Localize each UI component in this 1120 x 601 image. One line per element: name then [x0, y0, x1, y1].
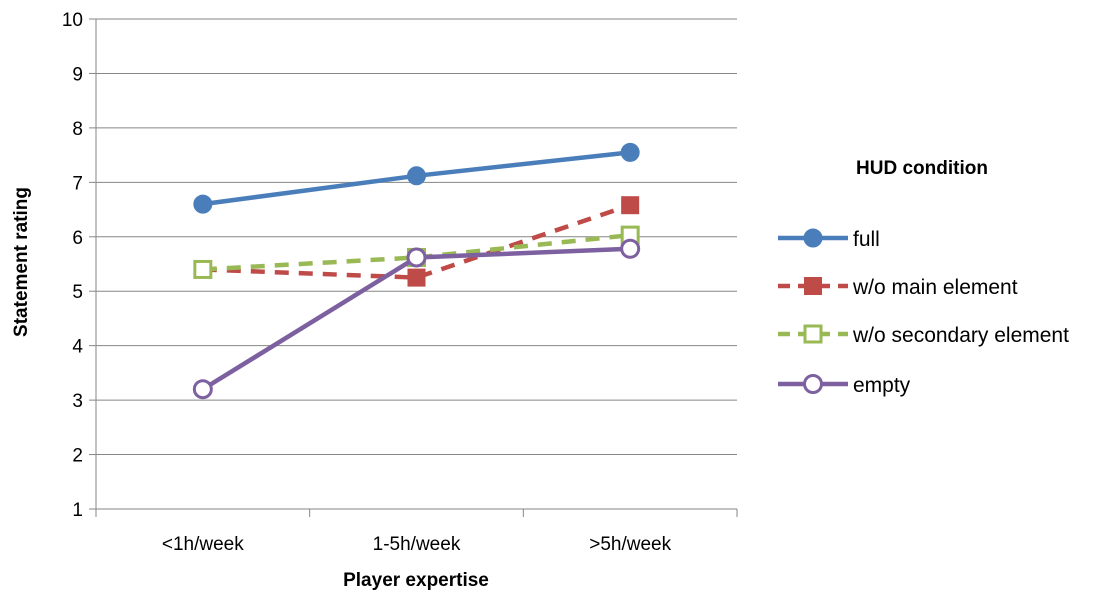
x-tick-label: <1h/week	[162, 534, 244, 555]
legend: HUD condition full w/o main element w/o se…	[778, 158, 1069, 397]
data-point	[193, 259, 213, 279]
legend-label: empty	[853, 374, 911, 397]
data-point	[406, 247, 427, 268]
series-3	[192, 238, 641, 400]
y-tick-label: 8	[72, 119, 83, 140]
y-tick-label: 6	[72, 228, 83, 249]
legend-swatch-marker	[803, 374, 823, 394]
data-point	[620, 238, 641, 259]
series-layer	[192, 142, 641, 400]
legend-label: full	[853, 228, 880, 251]
y-tick-label: 3	[72, 391, 83, 412]
data-point	[407, 166, 426, 186]
legend-item: empty	[778, 374, 911, 397]
legend-item: w/o secondary element	[778, 324, 1069, 347]
x-tick-labels: <1h/week 1-5h/week >5h/week	[162, 534, 672, 555]
series-0	[193, 142, 640, 214]
data-point	[193, 194, 213, 214]
legend-title: HUD condition	[856, 158, 988, 179]
x-axis-title: Player expertise	[343, 570, 489, 591]
y-tick-label: 1	[72, 500, 83, 521]
y-tick-label: 5	[72, 282, 83, 303]
y-axis-title: Statement rating	[11, 187, 32, 337]
legend-label: w/o secondary element	[852, 324, 1069, 347]
legend-swatch-marker	[803, 324, 823, 344]
gridlines	[96, 18, 737, 456]
y-tick-labels: 1 2 3 4 5 6 7 8 9 10	[62, 10, 84, 521]
y-tick-label: 10	[62, 10, 83, 31]
legend-item: w/o main element	[778, 276, 1018, 299]
y-tick-label: 4	[72, 337, 83, 358]
legend-label: w/o main element	[852, 276, 1018, 299]
legend-item: full	[778, 228, 880, 251]
legend-swatch-marker	[804, 277, 822, 295]
data-point	[407, 268, 426, 287]
axes	[89, 18, 738, 517]
data-point	[621, 196, 640, 215]
y-tick-label: 2	[72, 446, 83, 467]
x-tick-label: >5h/week	[589, 534, 671, 555]
data-point	[620, 142, 640, 162]
series-line	[202, 203, 631, 280]
data-point	[192, 379, 213, 400]
x-tick-label: 1-5h/week	[373, 534, 461, 555]
legend-swatch-marker	[803, 228, 823, 248]
y-tick-label: 7	[72, 173, 83, 194]
y-tick-label: 9	[72, 64, 83, 85]
